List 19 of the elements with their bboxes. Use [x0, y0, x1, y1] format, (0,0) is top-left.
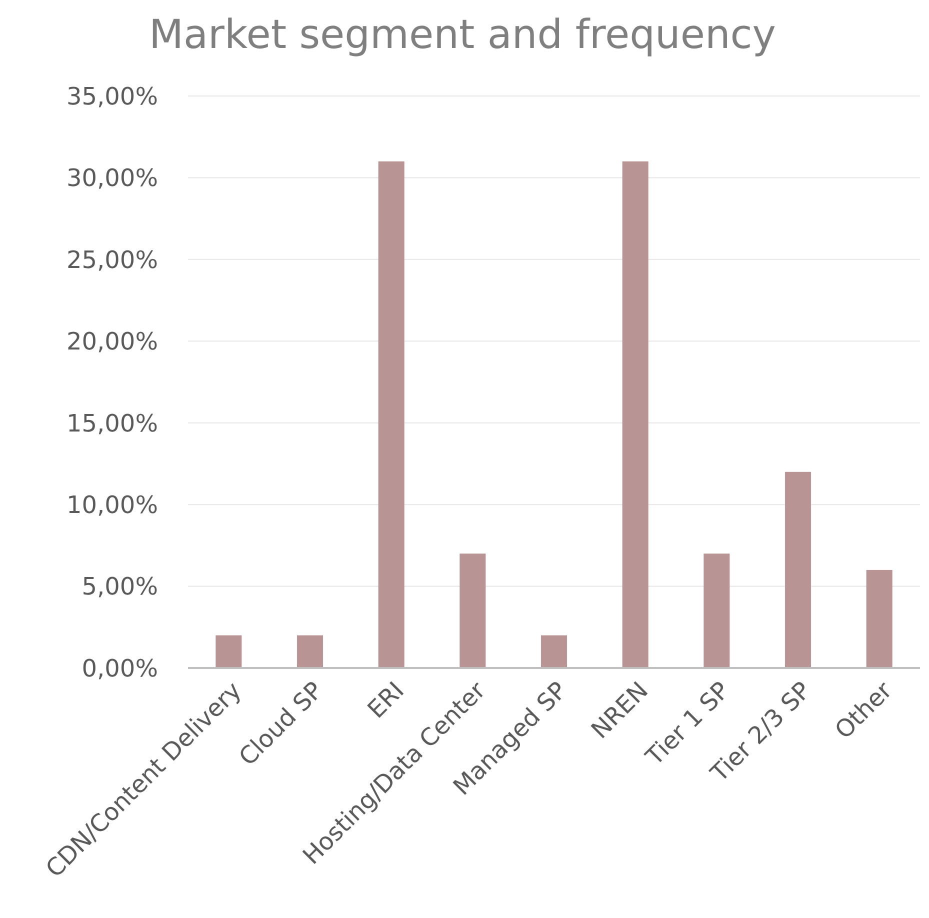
y-tick-label: 15,00%	[66, 409, 158, 438]
x-tick-label: ERI	[362, 676, 410, 724]
y-tick-label: 30,00%	[66, 164, 158, 192]
bar	[378, 161, 404, 668]
bar	[296, 635, 324, 668]
y-tick-label: 25,00%	[66, 246, 158, 274]
bar	[704, 554, 730, 668]
bar	[866, 570, 892, 668]
bar	[622, 161, 648, 668]
bar	[540, 635, 568, 668]
bar	[784, 472, 812, 668]
bar	[460, 554, 486, 668]
y-tick-label: 5,00%	[82, 572, 158, 601]
bar	[216, 635, 242, 668]
y-tick-label: 35,00%	[66, 82, 158, 110]
y-tick-label: 0,00%	[82, 654, 158, 682]
chart-title: Market segment and frequency	[149, 12, 776, 58]
y-tick-label: 20,00%	[66, 328, 158, 356]
y-tick-label: 10,00%	[66, 490, 158, 519]
